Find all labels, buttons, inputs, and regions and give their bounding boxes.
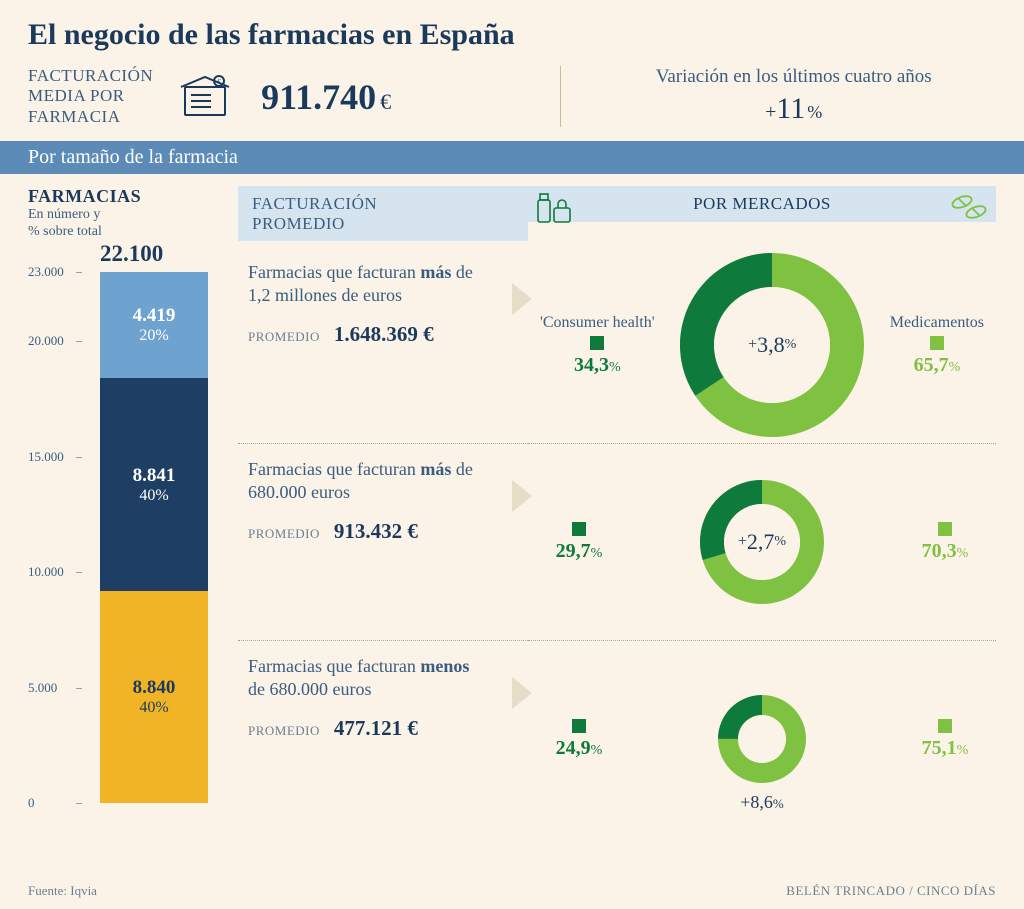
donut-chart: +3,8% <box>678 251 866 439</box>
axis-label: 5.000 <box>28 680 57 696</box>
tier-row: Farmacias que facturan más de 1,2 millon… <box>238 247 528 444</box>
medicamentos-pct: 75,1% <box>922 737 969 760</box>
avg-revenue-label: FACTURACIÓN MEDIA POR FARMACIA <box>28 66 153 127</box>
donut-growth: +2,7% <box>698 478 826 606</box>
medicines-icon <box>948 184 990 226</box>
market-row: 29,7% +2,7% 70,3% <box>528 444 996 641</box>
segment-value: 8.840 <box>133 677 176 699</box>
medicamentos-value: 75,1% <box>906 719 984 760</box>
avg-revenue-number: 911.740 <box>261 77 376 117</box>
column-header-revenue: FACTURACIÓN PROMEDIO <box>238 186 528 241</box>
header-farm-sub2: % sobre total <box>28 224 238 241</box>
axis-label: 20.000 <box>28 333 64 349</box>
consumer-health-label: 'Consumer health' <box>540 314 655 332</box>
medicamentos-pct: 65,7% <box>914 354 961 377</box>
variation-plus: + <box>765 101 776 123</box>
tier-description: Farmacias que facturan menos de 680.000 … <box>248 655 478 700</box>
tier-row: Farmacias que facturan menos de 680.000 … <box>238 641 528 837</box>
avg-revenue-label-l2: MEDIA POR <box>28 86 153 106</box>
segment-value: 8.841 <box>133 465 176 487</box>
medicamentos-value: Medicamentos 65,7% <box>890 314 984 377</box>
segment-pct: 20% <box>139 327 168 345</box>
donut-chart: +8,6% <box>716 693 808 785</box>
header-fact-l2: PROMEDIO <box>252 214 514 234</box>
tier-promedio: PROMEDIO477.121 € <box>248 716 528 741</box>
donut-chart: +2,7% <box>698 478 826 606</box>
legend-swatch <box>938 522 952 536</box>
header-merc-title: POR MERCADOS <box>693 194 831 213</box>
header-fact-l1: FACTURACIÓN <box>252 194 514 214</box>
stacked-bar-chart: 22.100 4.41920%8.84140%8.84040% 23.00020… <box>28 247 238 837</box>
axis-label: 0 <box>28 795 35 811</box>
bar-segment: 4.41920% <box>100 272 208 378</box>
consumer-pct: 29,7% <box>556 540 603 563</box>
header-farm-sub1: En número y <box>28 207 238 224</box>
legend-swatch <box>572 522 586 536</box>
section-heading: Por tamaño de la farmacia <box>0 141 1024 174</box>
avg-revenue-label-l1: FACTURACIÓN <box>28 66 153 86</box>
avg-revenue-currency: € <box>380 89 391 114</box>
axis-label: 10.000 <box>28 564 64 580</box>
bar-total: 22.100 <box>100 241 163 267</box>
consumer-pct: 34,3% <box>574 354 621 377</box>
variation-label: Variación en los últimos cuatro años <box>591 66 996 88</box>
medicamentos-pct: 70,3% <box>922 540 969 563</box>
column-header-pharmacies: FARMACIAS En número y % sobre total <box>28 186 238 241</box>
avg-revenue-label-l3: FARMACIA <box>28 107 153 127</box>
page-title: El negocio de las farmacias en España <box>28 18 996 52</box>
market-row: 24,9% +8,6% 75,1% <box>528 641 996 837</box>
header-farm-title: FARMACIAS <box>28 186 238 207</box>
legend-swatch <box>930 336 944 350</box>
consumer-health-value: 29,7% <box>540 522 618 563</box>
segment-pct: 40% <box>139 487 168 505</box>
consumer-health-value: 24,9% <box>540 719 618 760</box>
medicamentos-label: Medicamentos <box>890 314 984 332</box>
donut-growth: +8,6% <box>716 792 808 813</box>
segment-pct: 40% <box>139 699 168 717</box>
pharmacy-icon: € <box>177 73 237 121</box>
tier-promedio: PROMEDIO913.432 € <box>248 519 528 544</box>
market-row: 'Consumer health' 34,3% +3,8% Medicamentos 6… <box>528 247 996 444</box>
axis-label: 15.000 <box>28 449 64 465</box>
consumer-health-value: 'Consumer health' 34,3% <box>540 314 655 377</box>
top-summary: FACTURACIÓN MEDIA POR FARMACIA € 911.740… <box>28 66 996 127</box>
tier-promedio: PROMEDIO1.648.369 € <box>248 322 528 347</box>
tier-description: Farmacias que facturan más de 680.000 eu… <box>248 458 478 503</box>
credit: BELÉN TRINCADO / CINCO DÍAS <box>786 883 996 899</box>
footer: Fuente: Iqvia BELÉN TRINCADO / CINCO DÍA… <box>28 883 996 899</box>
variation-pct: % <box>807 102 822 122</box>
legend-swatch <box>938 719 952 733</box>
axis-label: 23.000 <box>28 264 64 280</box>
medicamentos-value: 70,3% <box>906 522 984 563</box>
consumer-pct: 24,9% <box>556 737 603 760</box>
legend-swatch <box>590 336 604 350</box>
tier-row: Farmacias que facturan más de 680.000 eu… <box>238 444 528 641</box>
column-header-markets: POR MERCADOS <box>528 186 996 222</box>
donut-growth: +3,8% <box>678 251 866 439</box>
tier-description: Farmacias que facturan más de 1,2 millon… <box>248 261 478 306</box>
variation-number: 11 <box>776 92 805 125</box>
variation-value: +11% <box>591 92 996 126</box>
segment-value: 4.419 <box>133 305 176 327</box>
bar-segment: 8.84040% <box>100 591 208 803</box>
avg-revenue-value: 911.740€ <box>261 76 391 118</box>
consumer-health-icon <box>534 184 576 226</box>
bar-segment: 8.84140% <box>100 378 208 590</box>
svg-text:€: € <box>217 78 221 86</box>
source: Fuente: Iqvia <box>28 883 97 899</box>
legend-swatch <box>572 719 586 733</box>
